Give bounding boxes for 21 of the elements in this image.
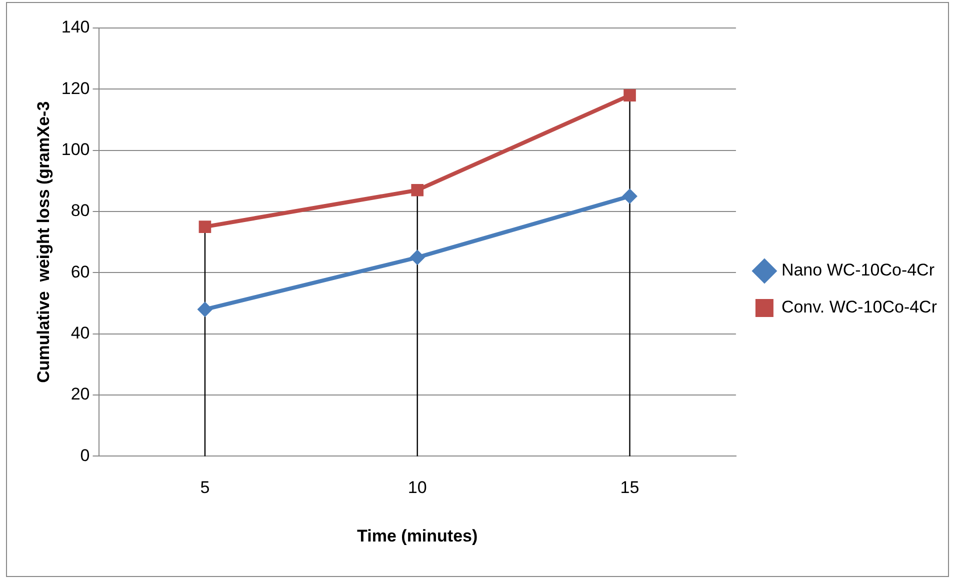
legend-label: Conv. WC-10Co-4Cr (781, 298, 938, 317)
y-tick-label: 100 (61, 140, 90, 160)
x-tick-label: 10 (408, 478, 427, 498)
legend-label: Nano WC-10Co-4Cr (781, 260, 935, 280)
x-tick-label: 15 (620, 478, 640, 498)
y-tick-label: 0 (80, 446, 90, 465)
x-axis-title: Time (minutes) (357, 526, 478, 546)
y-tick-label: 20 (70, 384, 90, 404)
point (410, 250, 425, 265)
point (198, 220, 212, 233)
point (622, 188, 638, 204)
x-tick-label: 5 (200, 478, 210, 498)
y-tick-label: 60 (70, 262, 90, 282)
y-tick-label: 80 (70, 201, 90, 220)
y-tick-label: 40 (70, 324, 90, 343)
y-axis-title: Cumulative weight loss (gramXe-3 (34, 101, 53, 383)
point (411, 184, 424, 196)
point (197, 302, 212, 317)
y-tick-label: 140 (61, 18, 90, 37)
y-tick-label: 120 (61, 78, 90, 98)
point (624, 89, 636, 102)
